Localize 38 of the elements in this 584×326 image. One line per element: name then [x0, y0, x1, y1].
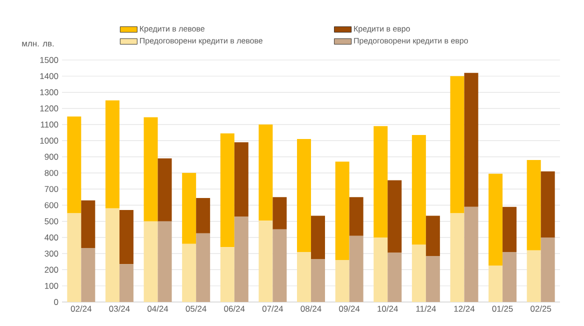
y-tick-label: 1300 — [40, 89, 58, 96]
y-tick-label: 1000 — [40, 138, 58, 144]
x-tick-label: 01/25 — [492, 306, 513, 312]
x-tick-label: 11/24 — [416, 306, 436, 312]
x-tick-label: 08/24 — [300, 306, 322, 312]
y-tick-label: 700 — [44, 186, 58, 192]
y-tick-label: 1100 — [40, 122, 58, 128]
y-tick-label: 600 — [44, 202, 58, 208]
x-tick-label: 02/24 — [70, 306, 92, 312]
bar — [67, 116, 82, 214]
x-tick-label: 07/24 — [262, 306, 284, 312]
bar — [488, 174, 503, 266]
bar — [297, 139, 312, 252]
x-tick-label: 09/24 — [339, 306, 360, 312]
bar — [335, 162, 350, 260]
x-tick-label: 10/24 — [378, 306, 398, 312]
x-tick-label: 03/24 — [109, 306, 130, 312]
y-tick-label: 900 — [44, 154, 58, 160]
x-tick-label: 12/24 — [454, 306, 475, 312]
bar — [182, 172, 196, 244]
y-tick-label: 100 — [44, 282, 58, 289]
y-tick-label: 1500 — [40, 57, 58, 63]
x-tick-label: 02/25 — [530, 306, 552, 312]
x-tick-label: 04/24 — [148, 306, 168, 312]
y-tick-label: 1400 — [40, 73, 58, 80]
x-tick-label: 06/24 — [224, 306, 245, 312]
y-tick-label: 0 — [54, 299, 58, 305]
bar — [105, 100, 120, 208]
y-tick-label: 1200 — [40, 105, 58, 112]
y-tick-label: 800 — [44, 170, 58, 176]
y-tick-label: 200 — [44, 266, 58, 273]
bar — [412, 135, 426, 245]
y-tick-label: 500 — [44, 218, 58, 224]
y-tick-label: 300 — [44, 250, 58, 257]
y-tick-label: 400 — [44, 234, 58, 240]
x-tick-label: 05/24 — [186, 306, 206, 312]
bar — [258, 124, 273, 221]
y-axis-title: млн. лв. — [22, 42, 54, 46]
